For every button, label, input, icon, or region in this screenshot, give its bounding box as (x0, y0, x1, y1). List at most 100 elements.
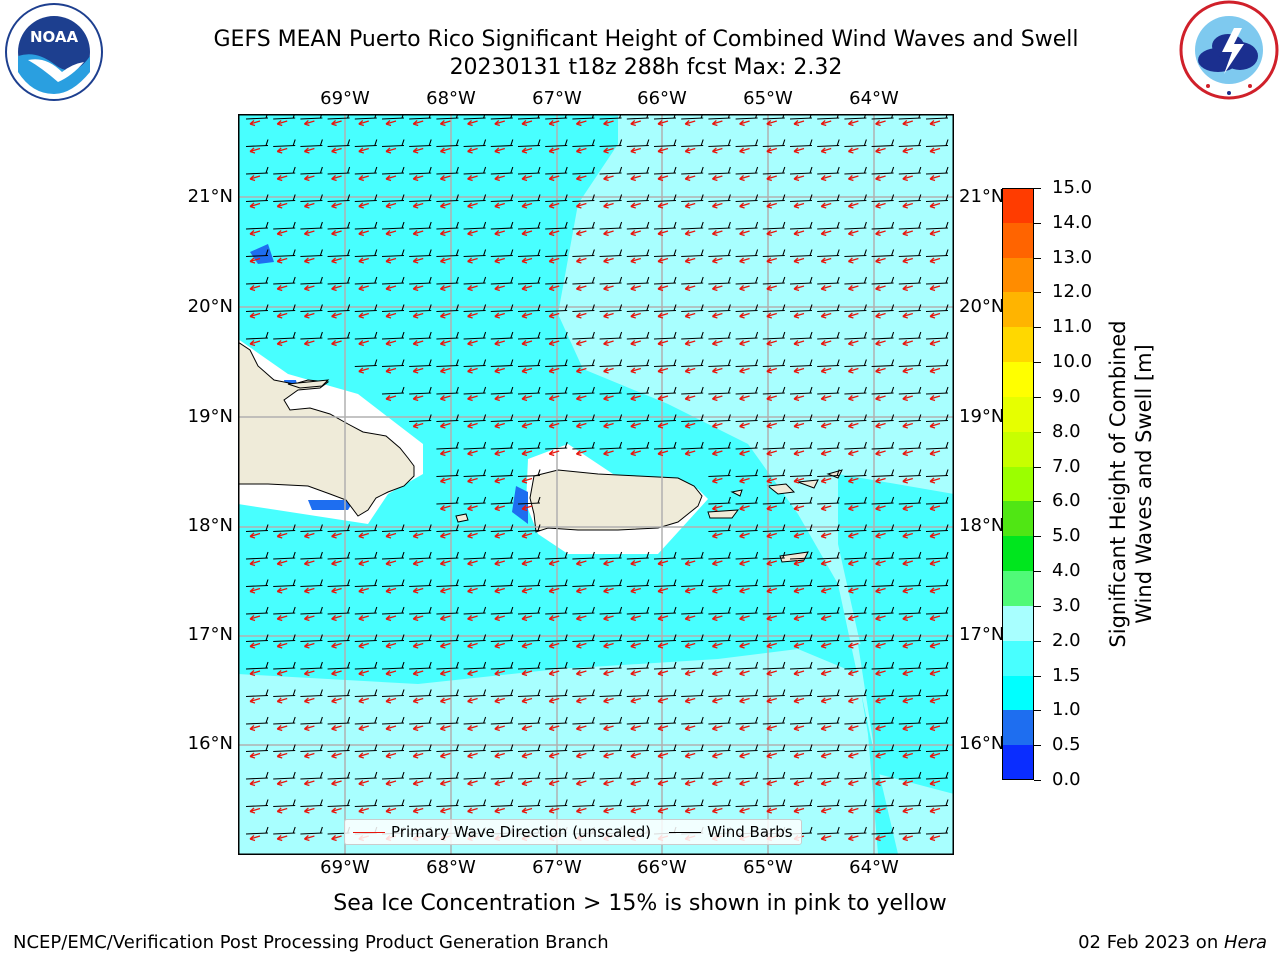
lon-label-bottom: 64°W (849, 857, 899, 878)
wave-direction-arrow (331, 807, 342, 814)
wind-barb (599, 166, 623, 175)
colorbar-tick-label: 9.0 (1052, 385, 1081, 407)
wave-direction-arrow (603, 615, 614, 622)
wave-direction-arrow (385, 147, 397, 154)
wind-barb (708, 579, 731, 588)
wind-barb (463, 166, 487, 175)
wind-barb (490, 221, 514, 230)
colorbar-tick-label: 10.0 (1052, 351, 1093, 373)
wind-barb (572, 551, 595, 560)
wave-direction-arrow (385, 780, 397, 787)
wind-barb (762, 386, 786, 395)
wave-direction-arrow (249, 560, 261, 567)
wave-direction-arrow (575, 697, 587, 704)
wind-barb (817, 331, 840, 340)
wave-direction-arrow (603, 587, 614, 594)
wave-direction-arrow (875, 642, 886, 649)
wave-direction-arrow (521, 642, 533, 649)
wave-direction-arrow (847, 752, 859, 759)
wave-direction-arrow (929, 422, 941, 429)
wave-direction-arrow (847, 725, 859, 732)
wind-barb (517, 276, 541, 285)
wave-direction-arrow (358, 147, 369, 154)
wind-barb (626, 771, 650, 780)
wind-barb (545, 799, 568, 808)
wind-barb (871, 359, 895, 368)
wind-barb (300, 799, 323, 808)
wind-barb (354, 276, 378, 285)
wave-direction-arrow (521, 725, 533, 732)
wind-barb (327, 194, 351, 203)
wave-direction-arrow (929, 587, 941, 594)
wind-barb (463, 661, 487, 670)
wave-direction-arrow (303, 587, 315, 594)
wave-direction-arrow (875, 450, 886, 457)
wind-barb (245, 826, 269, 835)
wave-direction-arrow (385, 230, 397, 237)
lat-label-left: 20°N (187, 296, 233, 317)
wind-barb (572, 359, 595, 368)
island-st-croix (779, 551, 809, 563)
wave-direction-arrow (793, 532, 805, 539)
wave-direction-arrow (412, 312, 424, 319)
wave-direction-arrow (303, 615, 315, 622)
wind-barb (572, 441, 595, 450)
wind-barb (844, 799, 867, 808)
wave-direction-arrow (766, 615, 777, 622)
wind-barb (436, 606, 459, 615)
wind-barb (599, 551, 623, 560)
wind-barb (762, 441, 786, 450)
wave-direction-arrow (249, 642, 261, 649)
wave-direction-arrow (847, 670, 859, 677)
wave-direction-arrow (412, 807, 424, 814)
wave-direction-arrow (467, 505, 478, 512)
wave-direction-arrow (303, 780, 315, 787)
wind-barb (817, 524, 840, 533)
wind-barb (871, 139, 895, 148)
wind-barb (681, 744, 704, 753)
lon-label-bottom: 65°W (743, 857, 793, 878)
wave-direction-arrow (467, 615, 478, 622)
wind-barb (545, 221, 568, 230)
colorbar-tick-label: 1.5 (1052, 664, 1081, 686)
wave-direction-arrow (684, 257, 696, 264)
wind-barb (545, 661, 568, 670)
wave-direction-arrow (494, 367, 505, 374)
wind-barb (844, 689, 867, 698)
wave-direction-arrow (494, 120, 505, 127)
wind-barb (436, 661, 459, 670)
wave-direction-arrow (439, 615, 451, 622)
wave-direction-arrow (902, 807, 913, 814)
wind-barb (789, 469, 813, 478)
swell-region-ne (558, 114, 954, 854)
wave-direction-arrow (439, 642, 451, 649)
wind-barb (545, 304, 568, 313)
wave-direction-arrow (603, 670, 614, 677)
wave-direction-arrow (385, 257, 397, 264)
wave-direction-arrow (331, 120, 342, 127)
wind-barb (844, 249, 867, 258)
colorbar-tick-mark (1034, 571, 1041, 573)
wind-barb (245, 221, 269, 230)
wave-direction-arrow (929, 835, 941, 842)
wave-direction-arrow (249, 202, 261, 209)
wave-direction-arrow (575, 450, 587, 457)
wave-direction-arrow (657, 175, 669, 182)
wave-direction-arrow (793, 340, 805, 347)
wave-direction-arrow (494, 202, 505, 209)
wind-barb (681, 386, 704, 395)
wind-barb (327, 771, 351, 780)
wind-barb (517, 551, 541, 560)
wave-direction-arrow (358, 587, 369, 594)
wave-direction-arrow (548, 560, 560, 567)
wave-direction-arrow (575, 395, 587, 402)
wave-direction-arrow (847, 395, 859, 402)
wave-direction-arrow (358, 615, 369, 622)
wind-barb (708, 441, 731, 450)
wave-direction-arrow (820, 807, 832, 814)
wave-direction-arrow (249, 807, 261, 814)
wave-direction-arrow (603, 752, 614, 759)
wind-barb (844, 166, 867, 175)
wind-barb (545, 716, 568, 725)
wind-barb (490, 661, 514, 670)
